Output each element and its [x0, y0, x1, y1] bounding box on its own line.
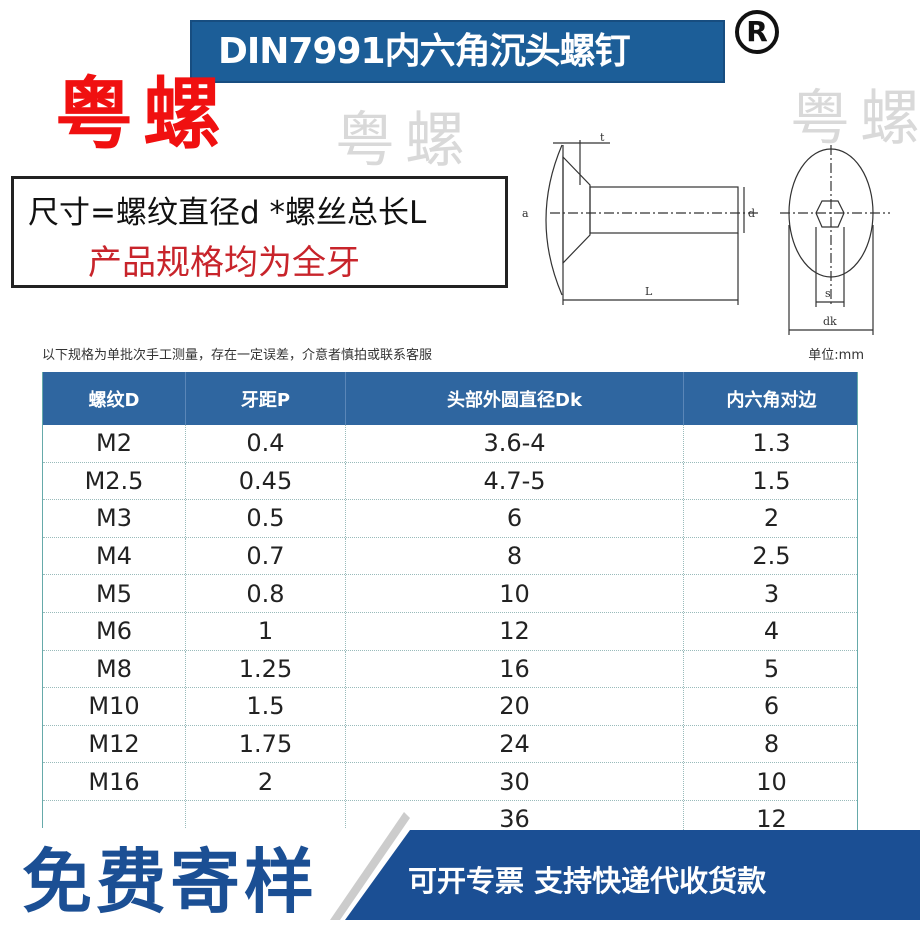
cell-dk: 24: [346, 725, 684, 763]
cell-hex: 4: [763, 617, 780, 646]
cell-pitch: 0.7: [186, 537, 346, 575]
cell-dk: 30: [346, 763, 684, 800]
table-row: M10 1.5 20 6: [43, 688, 857, 726]
table-row: M16 2 30 10: [43, 763, 857, 801]
cell-dk: 36: [346, 800, 684, 838]
registered-mark: R: [735, 10, 779, 54]
cell-hex: 6: [763, 692, 780, 721]
watermark: 粤螺: [335, 106, 475, 176]
table-row: M2 0.4 3.6-4 1.3: [43, 425, 857, 463]
cell-pitch: 0.4: [186, 425, 346, 462]
cell-thread: M8: [43, 650, 186, 688]
cell-dk: 20: [346, 688, 684, 725]
measurement-note: 以下规格为单批次手工测量，存在一定误差，介意者慎拍或联系客服: [42, 348, 433, 363]
cell-dk: 16: [346, 650, 684, 688]
cell-dk: 10: [346, 575, 684, 612]
cell-thread: M4: [43, 537, 186, 575]
spec-full-thread: 产品规格均为全牙: [88, 243, 360, 283]
label-L: L: [645, 285, 653, 298]
header-thread-d: 螺纹D: [43, 372, 186, 425]
table-row: M2.5 0.45 4.7-5 1.5: [43, 462, 857, 501]
unit-label: 单位:mm: [808, 348, 864, 363]
cell-hex: 8: [763, 730, 780, 759]
cell-pitch: 0.8: [186, 575, 346, 612]
cell-thread: M10: [43, 688, 186, 725]
cell-hex: 12: [756, 805, 787, 834]
free-sample-text: 免费寄样: [22, 841, 318, 923]
watermark: 粤螺: [790, 84, 920, 154]
header-hex-s: 内六角对边: [726, 389, 817, 411]
spec-table: 螺纹D 牙距P 头部外圆直径Dk 内六角对边 M2 0.4 3.6-4 1.3 M2.5…: [42, 372, 858, 839]
label-a: a: [522, 207, 529, 220]
label-s: s: [825, 287, 831, 300]
table-row: M5 0.8 10 3: [43, 575, 857, 613]
cell-thread: M2: [43, 425, 186, 462]
label-t: t: [600, 131, 605, 144]
cell-thread: M5: [43, 575, 186, 612]
cell-hex: 2: [763, 504, 780, 533]
table-row: M3 0.5 6 2: [43, 500, 857, 538]
cell-pitch: 2: [186, 763, 346, 800]
cell-hex: 2.5: [752, 542, 791, 571]
label-d: d: [748, 207, 755, 220]
cell-dk: 4.7-5: [346, 462, 684, 500]
cell-pitch: 1: [186, 612, 346, 650]
table-row: M6 1 12 4: [43, 612, 857, 651]
cell-pitch: 0.5: [186, 500, 346, 537]
cell-hex: 1.3: [752, 429, 791, 458]
label-dk: dk: [823, 315, 837, 328]
cell-thread: M2.5: [43, 462, 186, 500]
cell-hex: 3: [763, 579, 780, 608]
brand-logo: 粤螺: [55, 70, 232, 160]
cell-pitch: 1.75: [186, 725, 346, 763]
spec-size-formula: 尺寸=螺纹直径d *螺丝总长L: [28, 195, 427, 231]
spec-box: 尺寸=螺纹直径d *螺丝总长L 产品规格均为全牙: [11, 176, 508, 288]
cell-dk: 3.6-4: [346, 425, 684, 462]
title-text: DIN7991内六角沉头螺钉: [218, 31, 631, 72]
cell-pitch: 0.45: [186, 462, 346, 500]
cell-dk: 12: [346, 612, 684, 650]
cell-pitch: 1.25: [186, 650, 346, 688]
cell-thread: M16: [43, 763, 186, 800]
table-row: M4 0.7 8 2.5: [43, 537, 857, 576]
cell-dk: 8: [346, 537, 684, 575]
cell-pitch: 1.5: [186, 688, 346, 725]
cell-hex: 1.5: [752, 466, 791, 495]
header-pitch-p: 牙距P: [186, 372, 346, 425]
promo-text: 可开专票 支持快递代收货款: [408, 864, 767, 898]
table-row: M12 1.75 24 8: [43, 725, 857, 764]
cell-thread: [43, 800, 186, 838]
table-row: M8 1.25 16 5: [43, 650, 857, 689]
cell-thread: M12: [43, 725, 186, 763]
title-banner: DIN7991内六角沉头螺钉: [190, 20, 725, 83]
cell-dk: 6: [346, 500, 684, 537]
screw-diagram: t a d L s dk: [522, 131, 890, 335]
header-head-dk: 头部外圆直径Dk: [346, 372, 684, 425]
cell-thread: M6: [43, 612, 186, 650]
table-header: 螺纹D 牙距P 头部外圆直径Dk 内六角对边: [43, 372, 857, 425]
cell-hex: 5: [763, 654, 780, 683]
cell-hex: 10: [756, 767, 787, 796]
cell-thread: M3: [43, 500, 186, 537]
